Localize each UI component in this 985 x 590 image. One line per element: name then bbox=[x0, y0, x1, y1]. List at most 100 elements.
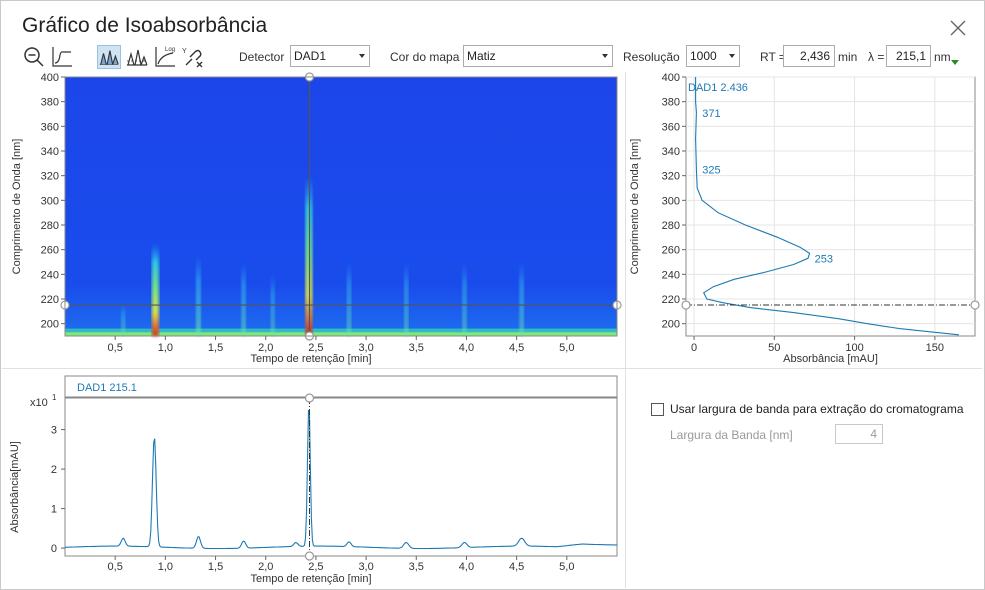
window-title: Gráfico de Isoabsorbância bbox=[22, 14, 268, 37]
map-band bbox=[195, 255, 201, 336]
x-tick-label: 1,0 bbox=[158, 561, 173, 573]
y-axis-label: Absorbância[mAU] bbox=[9, 441, 21, 533]
spectrum-chart[interactable]: 0 50 100 150 200 220 240 260 280 300 320 340 360 380 4… bbox=[626, 68, 982, 368]
chromatogram-frame bbox=[64, 397, 618, 557]
x-tick-label: 0 bbox=[691, 342, 697, 354]
x-tick-label: 150 bbox=[926, 342, 944, 354]
y-axis-label: Comprimento de Onda [nm] bbox=[629, 139, 641, 275]
cursor-handle bbox=[681, 300, 691, 310]
map-baseline-band bbox=[65, 332, 617, 336]
y-tick-label: 280 bbox=[662, 220, 680, 232]
zoom-out-icon[interactable] bbox=[22, 45, 46, 69]
peak-annotation: 371 bbox=[702, 108, 720, 120]
map-band bbox=[121, 305, 126, 336]
x-tick-label: 1,5 bbox=[208, 561, 223, 573]
x-axis-label: Tempo de retenção [min] bbox=[250, 573, 371, 585]
y-tick-label: 220 bbox=[662, 294, 680, 306]
y-multiplier: x10 bbox=[30, 397, 48, 409]
y-tick-label: 340 bbox=[662, 146, 680, 158]
rt-label: RT = bbox=[760, 50, 786, 64]
x-tick-label: 2,0 bbox=[258, 342, 273, 354]
isoabsorbance-map[interactable]: 200 220 240 260 280 300 320 340 360 380 400 0,5 1,0 1… bbox=[0, 68, 625, 368]
spectrum-frame bbox=[685, 76, 976, 337]
y-axis-label: Comprimento de Onda [nm] bbox=[11, 139, 23, 275]
x-tick-label: 5,0 bbox=[559, 561, 574, 573]
bandwidth-checkbox-label[interactable]: Usar largura de banda para extração do c… bbox=[670, 402, 964, 416]
x-tick-label: 50 bbox=[768, 342, 780, 354]
y-tick-label: 240 bbox=[662, 269, 680, 281]
x-tick-label: 4,0 bbox=[459, 342, 474, 354]
detector-select[interactable]: DAD1 bbox=[290, 45, 370, 67]
spectrum-line bbox=[695, 77, 959, 336]
lambda-input[interactable]: 215,1 bbox=[886, 45, 931, 67]
svg-text:Y: Y bbox=[182, 48, 187, 55]
x-tick-label: 100 bbox=[845, 342, 863, 354]
colormap-value: Matiz bbox=[467, 49, 496, 63]
bandwidth-input[interactable]: 4 bbox=[835, 424, 883, 444]
map-band bbox=[151, 243, 159, 336]
resolution-select[interactable]: 1000 bbox=[686, 45, 740, 67]
series-label: DAD1 2.436 bbox=[688, 82, 748, 94]
rt-input[interactable]: 2,436 bbox=[783, 45, 835, 67]
peak-annotation: 253 bbox=[815, 253, 833, 265]
peaks-compare-icon[interactable] bbox=[125, 45, 149, 69]
x-tick-label: 0,5 bbox=[108, 342, 123, 354]
x-tick-label: 3,0 bbox=[358, 342, 373, 354]
map-band bbox=[241, 262, 246, 336]
x-tick-label: 5,0 bbox=[559, 342, 574, 354]
colormap-label: Cor do mapa bbox=[390, 50, 460, 64]
map-band bbox=[305, 175, 313, 336]
svg-text:Log: Log bbox=[165, 47, 175, 53]
y-tick-label: 320 bbox=[41, 171, 59, 183]
y-tick-label: 320 bbox=[662, 171, 680, 183]
close-icon[interactable] bbox=[946, 16, 970, 40]
y-tick-label: 300 bbox=[662, 195, 680, 207]
cursor-handle bbox=[970, 300, 980, 310]
colormap-select[interactable]: Matiz bbox=[463, 45, 613, 67]
y-tick-label: 1 bbox=[51, 504, 57, 516]
x-tick-label: 2,0 bbox=[258, 561, 273, 573]
map-band bbox=[404, 262, 409, 336]
y-tick-label: 340 bbox=[41, 146, 59, 158]
resolution-value: 1000 bbox=[690, 49, 717, 63]
x-tick-label: 3,0 bbox=[358, 561, 373, 573]
chevron-down-icon bbox=[602, 54, 608, 58]
bandwidth-checkbox[interactable] bbox=[651, 403, 664, 416]
cursor-handle bbox=[304, 393, 315, 403]
lambda-label: λ = bbox=[868, 50, 885, 64]
x-tick-label: 4,5 bbox=[509, 342, 524, 354]
y-tick-label: 260 bbox=[662, 245, 680, 257]
x-tick-label: 2,5 bbox=[308, 342, 323, 354]
baseline-icon[interactable] bbox=[50, 45, 74, 69]
x-tick-label: 4,0 bbox=[459, 561, 474, 573]
peaks-icon[interactable] bbox=[97, 45, 121, 69]
rt-unit: min bbox=[838, 50, 858, 64]
y-tick-label: 220 bbox=[41, 294, 59, 306]
peak-annotation: 325 bbox=[702, 165, 720, 177]
map-background bbox=[65, 77, 617, 336]
chromatogram-chart[interactable]: DAD1 215.1 0 1 2 3 0,5 1,0 1,5 2,0 2,5 3,0 3,5 4,0 4,… bbox=[0, 369, 625, 590]
x-tick-label: 1,0 bbox=[158, 342, 173, 354]
lambda-unit: nm bbox=[934, 50, 951, 64]
y-tick-label: 2 bbox=[51, 464, 57, 476]
y-tick-label: 360 bbox=[41, 121, 59, 133]
y-tick-label: 380 bbox=[662, 97, 680, 109]
x-axis-label: Tempo de retenção [min] bbox=[250, 353, 371, 365]
panel-divider bbox=[2, 368, 982, 369]
detector-label: Detector bbox=[239, 50, 285, 64]
unlink-axes-icon[interactable]: Y bbox=[181, 45, 205, 69]
y-multiplier-exponent: 1 bbox=[52, 393, 57, 402]
dropdown-arrow-icon[interactable] bbox=[951, 60, 959, 66]
x-tick-label: 3,5 bbox=[409, 561, 424, 573]
log-scale-icon[interactable]: Log bbox=[153, 45, 177, 69]
cursor-handle bbox=[304, 551, 315, 561]
x-tick-label: 2,5 bbox=[308, 561, 323, 573]
y-tick-label: 200 bbox=[662, 319, 680, 331]
map-frame bbox=[64, 76, 618, 337]
bandwidth-label: Largura da Banda [nm] bbox=[670, 428, 793, 442]
y-tick-label: 400 bbox=[662, 72, 680, 84]
y-tick-label: 280 bbox=[41, 220, 59, 232]
map-band bbox=[519, 262, 524, 336]
chevron-down-icon bbox=[729, 54, 735, 58]
y-tick-label: 300 bbox=[41, 195, 59, 207]
